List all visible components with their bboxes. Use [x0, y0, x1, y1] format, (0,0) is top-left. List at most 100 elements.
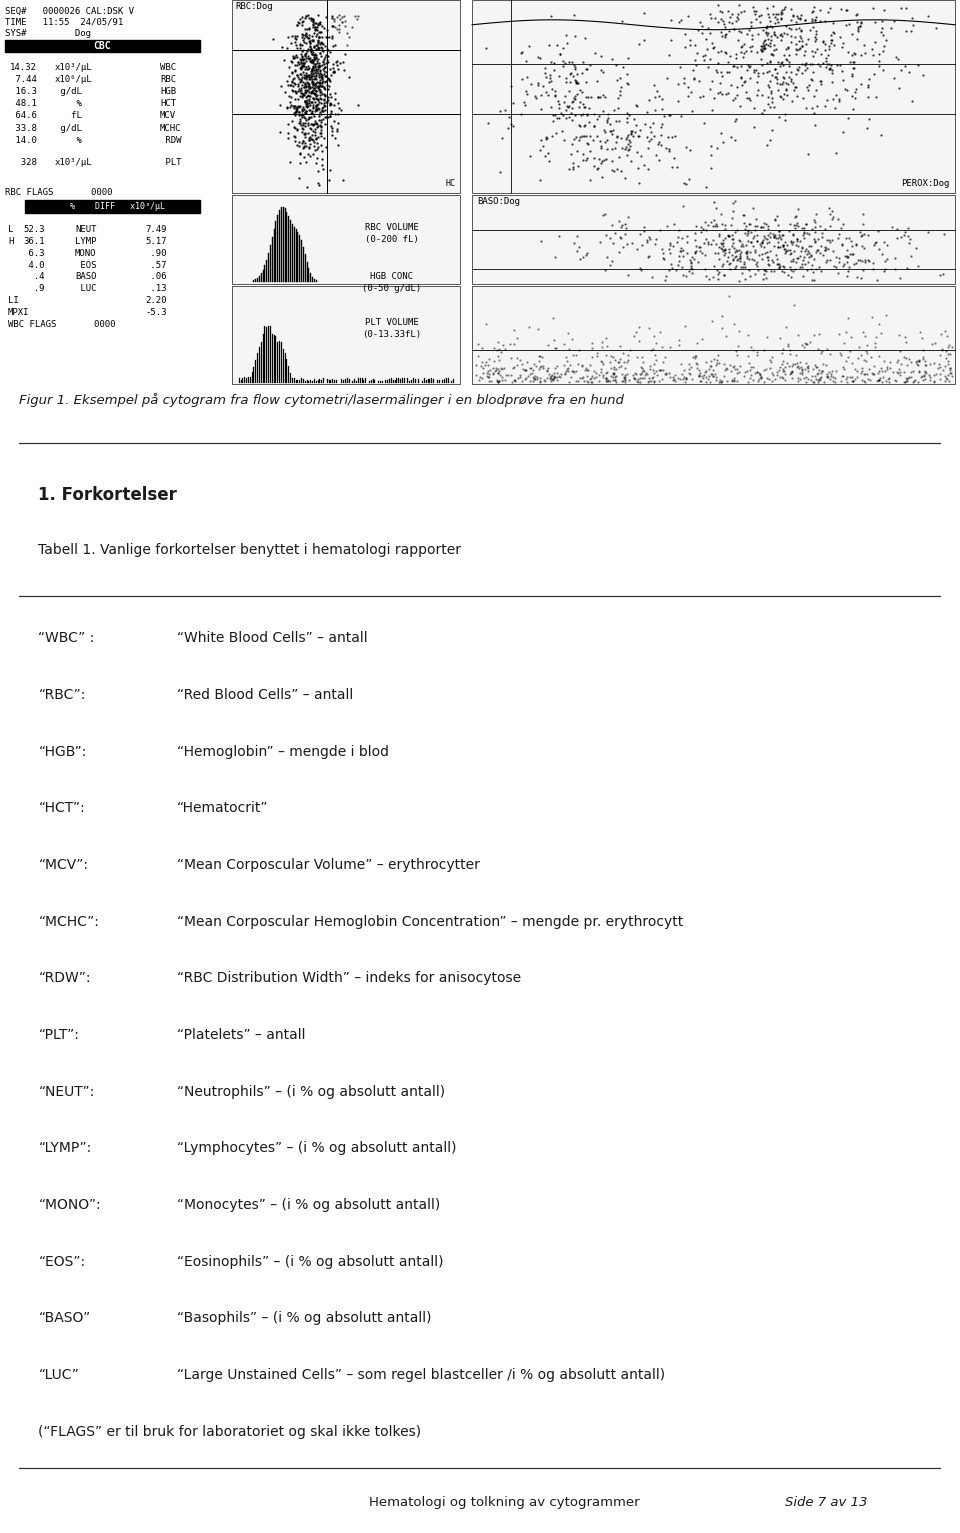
- Point: [303, 61, 319, 86]
- Point: [889, 350, 904, 374]
- Point: [278, 35, 294, 60]
- Point: [849, 2, 864, 26]
- Point: [784, 354, 800, 379]
- Point: [796, 244, 811, 268]
- Point: [306, 75, 322, 100]
- Point: [915, 345, 930, 369]
- Point: [802, 17, 817, 41]
- Point: [598, 369, 613, 394]
- Point: [580, 132, 595, 156]
- Point: [662, 231, 678, 256]
- Point: [712, 368, 728, 392]
- Point: [617, 222, 633, 247]
- Point: [507, 368, 522, 392]
- Point: [546, 360, 562, 385]
- Point: [868, 334, 883, 359]
- Point: [893, 0, 908, 20]
- Point: [508, 368, 523, 392]
- Point: [693, 11, 708, 35]
- Point: [295, 98, 310, 123]
- Point: [598, 325, 613, 350]
- Point: [614, 369, 630, 394]
- Point: [304, 69, 320, 94]
- Point: [291, 87, 306, 112]
- Point: [805, 101, 821, 126]
- Point: [773, 54, 788, 78]
- Point: [318, 54, 333, 78]
- Point: [594, 336, 610, 360]
- Point: [301, 26, 317, 51]
- Point: [743, 230, 758, 254]
- Point: [638, 360, 654, 385]
- Point: [472, 365, 488, 389]
- Point: [754, 37, 769, 61]
- Point: [756, 212, 771, 236]
- Point: [729, 244, 744, 268]
- Point: [845, 97, 860, 121]
- Point: [294, 67, 309, 92]
- Point: [911, 359, 926, 383]
- Point: [300, 77, 316, 101]
- Point: [827, 20, 842, 44]
- Point: [756, 34, 772, 58]
- Point: [752, 363, 767, 388]
- Point: [760, 92, 776, 117]
- Point: [564, 132, 580, 156]
- Point: [937, 319, 952, 343]
- Point: [675, 254, 690, 279]
- Point: [557, 127, 572, 152]
- Point: [811, 254, 827, 279]
- Point: [314, 37, 329, 61]
- Point: [281, 112, 297, 136]
- Point: [922, 365, 937, 389]
- Point: [505, 90, 520, 115]
- Point: [558, 51, 573, 75]
- Point: [571, 351, 587, 376]
- Point: [794, 254, 809, 279]
- Point: [722, 250, 737, 274]
- Point: [879, 247, 895, 271]
- Point: [799, 351, 814, 376]
- Point: [789, 3, 804, 28]
- Point: [288, 60, 303, 84]
- Point: [298, 100, 313, 124]
- Point: [819, 87, 834, 112]
- Point: [777, 241, 792, 265]
- Point: [299, 21, 314, 46]
- Point: [675, 238, 690, 262]
- Point: [563, 63, 578, 87]
- Point: [297, 135, 312, 159]
- Point: [305, 81, 321, 106]
- Point: [780, 83, 795, 107]
- Point: [875, 57, 890, 81]
- Point: [759, 23, 775, 48]
- Point: [726, 87, 741, 112]
- Point: [768, 2, 783, 26]
- Point: [812, 9, 828, 34]
- Point: [731, 6, 746, 31]
- Point: [296, 52, 311, 77]
- Bar: [232, 287, 460, 385]
- Point: [295, 129, 310, 153]
- Point: [517, 366, 533, 391]
- Point: [726, 311, 741, 336]
- Point: [775, 51, 790, 75]
- Point: [854, 356, 870, 380]
- Point: [662, 365, 678, 389]
- Point: [821, 238, 836, 262]
- Point: [612, 346, 628, 371]
- Point: [314, 63, 329, 87]
- Point: [923, 353, 938, 377]
- Point: [714, 212, 730, 236]
- Point: [709, 215, 725, 239]
- Point: [490, 356, 505, 380]
- Point: [814, 359, 829, 383]
- Point: [748, 58, 763, 83]
- Point: [300, 78, 315, 103]
- Point: [759, 365, 775, 389]
- Point: [492, 348, 507, 373]
- Point: [808, 366, 824, 391]
- Point: [771, 235, 786, 259]
- Point: [772, 354, 787, 379]
- Point: [289, 25, 304, 49]
